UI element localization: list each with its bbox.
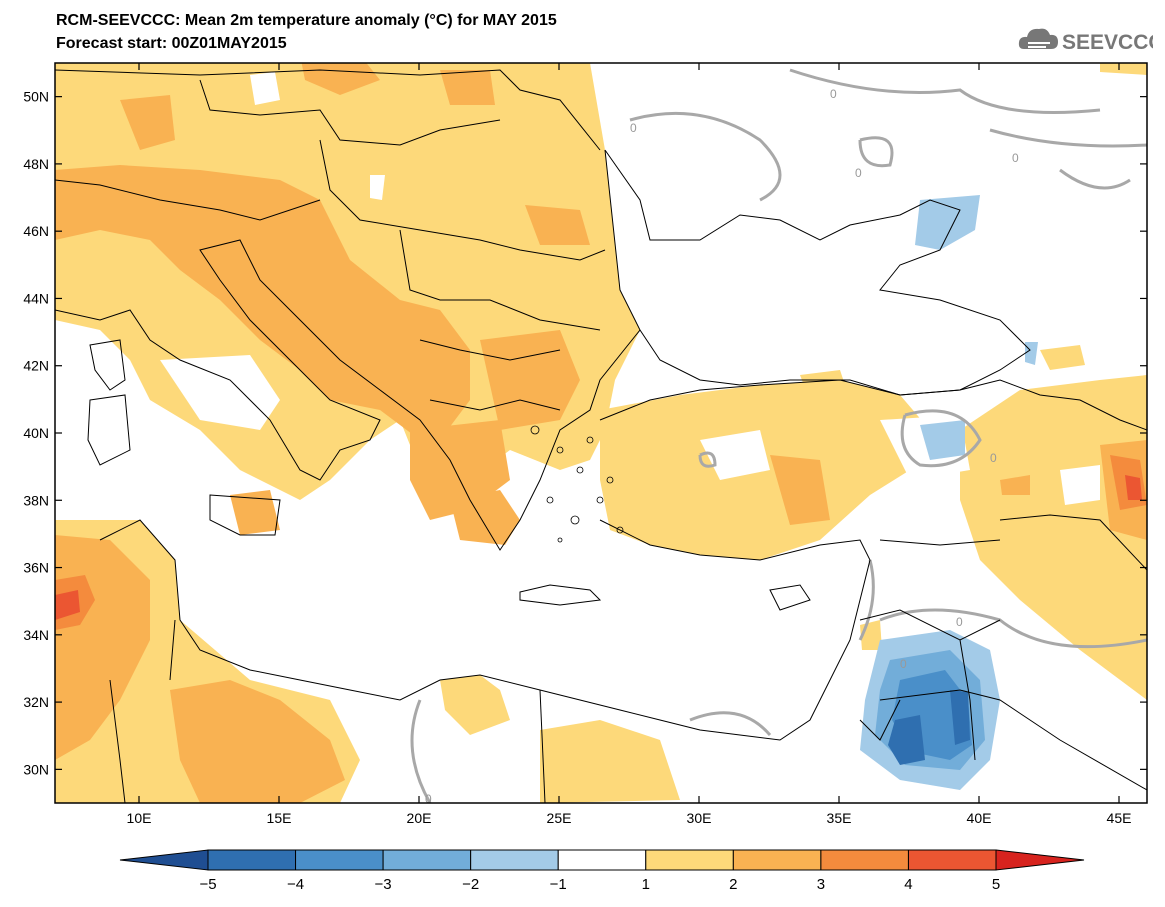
logo-text: SEEVCCC (1062, 31, 1153, 54)
lat-tick-label: 36N (23, 560, 49, 576)
colorbar-segment (820, 849, 909, 871)
lon-tick-label: 35E (827, 810, 852, 826)
colorbar-segment (907, 849, 997, 871)
contour-labels: 0 0 0 0 0 0 0 0 (425, 87, 1019, 806)
colorbar-label: 5 (992, 876, 1000, 893)
colorbar-label: −1 (550, 876, 567, 893)
lat-tick-label: 42N (23, 358, 49, 374)
lat-tick-label: 48N (23, 156, 49, 172)
anomaly-4-5-areas (55, 475, 1142, 620)
aegean-islands (530, 425, 624, 543)
anomaly-2-3-areas (55, 63, 1147, 803)
contour-label: 0 (1012, 151, 1019, 165)
lon-tick-label: 30E (687, 810, 712, 826)
seevccc-logo: SEEVCCC (1018, 28, 1153, 54)
colorbar-segment (295, 849, 384, 871)
colorbar-high-extend (995, 849, 1085, 871)
contour-label: 0 (956, 615, 963, 629)
coastlines-borders (55, 69, 1147, 803)
colorbar-label: 3 (817, 876, 825, 893)
colorbar-segment (470, 849, 559, 871)
colorbar-label: −3 (375, 876, 392, 893)
lat-tick-label: 32N (23, 694, 49, 710)
lon-tick-label: 25E (547, 810, 572, 826)
colorbar-label: 2 (729, 876, 737, 893)
lon-tick-label: 20E (407, 810, 432, 826)
lat-tick-label: 44N (23, 290, 49, 306)
contour-label: 0 (990, 451, 997, 465)
colorbar-segment (732, 849, 822, 871)
colorbar-label: −5 (199, 876, 216, 893)
colorbar-low-extend (119, 849, 209, 871)
contour-label: 0 (830, 87, 837, 101)
contour-label: 0 (900, 657, 907, 671)
colorbar-label: 4 (904, 876, 912, 893)
colorbar: −5 −4 −3 −2 −1 1 2 3 4 5 (119, 849, 1085, 893)
colorbar-label: −2 (462, 876, 479, 893)
cloud-icon (1018, 28, 1058, 49)
lat-tick-label: 38N (23, 492, 49, 508)
lon-tick-label: 15E (267, 810, 292, 826)
contour-label: 0 (855, 166, 862, 180)
lat-tick-label: 30N (23, 761, 49, 777)
colorbar-segment (207, 849, 297, 871)
colorbar-segment (557, 849, 647, 871)
negative-anomaly-areas (860, 195, 1038, 790)
colorbar-label: 1 (642, 876, 650, 893)
lon-tick-label: 45E (1107, 810, 1132, 826)
lon-tick-label: 10E (127, 810, 152, 826)
lat-tick-label: 34N (23, 627, 49, 643)
colorbar-segment (382, 849, 472, 871)
contour-label: 0 (630, 121, 637, 135)
longitude-axis: 10E 15E 20E 25E 30E 35E 40E 45E (127, 63, 1132, 826)
contour-label: 0 (425, 792, 432, 806)
forecast-start-label: Forecast start: 00Z01MAY2015 (56, 35, 287, 52)
colorbar-label: −4 (287, 876, 304, 893)
lat-tick-label: 46N (23, 223, 49, 239)
lat-tick-label: 50N (23, 89, 49, 105)
map-title: RCM-SEEVCCC: Mean 2m temperature anomaly… (56, 12, 557, 29)
lat-tick-label: 40N (23, 425, 49, 441)
latitude-axis: 50N 48N 46N 44N 42N 40N 38N 36N 34N 32N 30N (23, 89, 1147, 777)
zero-contours (410, 68, 1147, 803)
lon-tick-label: 40E (967, 810, 992, 826)
colorbar-segment (645, 849, 734, 871)
